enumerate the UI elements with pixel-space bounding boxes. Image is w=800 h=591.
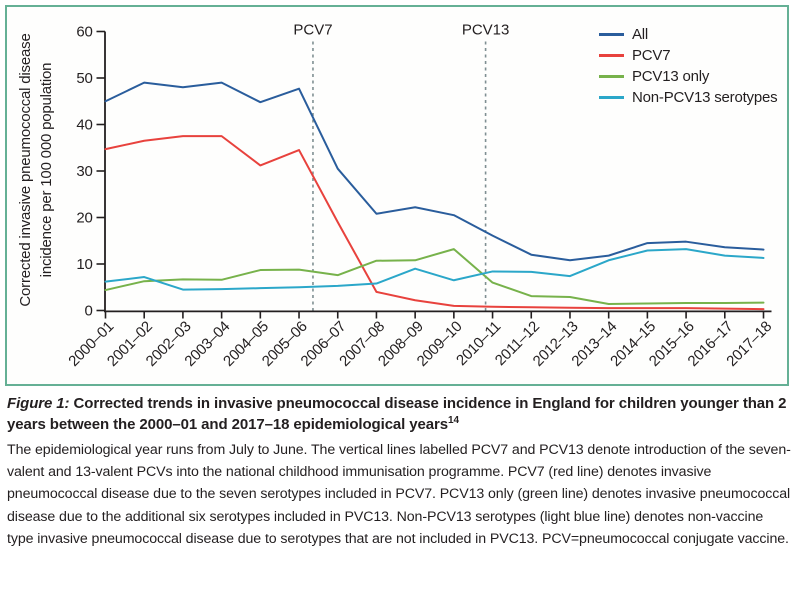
vline-label-pcv13: PCV13: [462, 22, 510, 39]
caption-heading: Figure 1: Corrected trends in invasive p…: [7, 393, 793, 436]
legend-label-all: All: [632, 26, 649, 43]
legend-item-pcv13-only: PCV13 only: [599, 66, 777, 87]
series-line-pcv13-only: [104, 248, 765, 305]
y-tick-label: 30: [76, 163, 92, 180]
y-tick-label: 0: [84, 303, 92, 320]
chart-panel: Corrected invasive pneumococcal disease …: [5, 5, 789, 386]
y-tick-label: 10: [76, 256, 92, 273]
line-chart: PCV7 PCV1301020304050602000–012001–022002…: [65, 22, 775, 370]
legend-item-pcv7: PCV7: [599, 45, 777, 66]
legend-swatch-all: [599, 33, 624, 36]
legend-label-pcv13-only: PCV13 only: [632, 68, 710, 85]
y-tick-label: 20: [76, 210, 92, 227]
y-tick-label: 60: [76, 24, 92, 41]
legend-label-non-pcv13-serotypes: Non-PCV13 serotypes: [632, 89, 778, 106]
vline-label-pcv7: PCV7: [293, 22, 332, 39]
legend-swatch-pcv13-only: [599, 75, 624, 78]
caption-body: The epidemiological year runs from July …: [7, 441, 791, 548]
legend-item-all: All: [599, 24, 777, 45]
series-line-non-pcv13-serotypes: [104, 248, 765, 291]
legend-label-pcv7: PCV7: [632, 47, 671, 64]
legend-swatch-non-pcv13-serotypes: [599, 96, 624, 99]
legend-swatch-pcv7: [599, 54, 624, 57]
caption-reference: 14: [448, 415, 459, 427]
y-tick-label: 50: [76, 70, 92, 87]
caption-title: Corrected trends in invasive pneumococca…: [7, 395, 787, 434]
figure-caption: Figure 1: Corrected trends in invasive p…: [7, 393, 793, 551]
caption-figure-label: Figure 1:: [7, 395, 70, 412]
series-line-all: [104, 81, 765, 262]
legend: All PCV7 PCV13 only Non-PCV13 serotypes: [599, 24, 778, 108]
y-tick-label: 40: [76, 117, 92, 134]
legend-item-non-pcv13-serotypes: Non-PCV13 serotypes: [599, 87, 778, 108]
series-line-pcv7: [104, 135, 765, 311]
